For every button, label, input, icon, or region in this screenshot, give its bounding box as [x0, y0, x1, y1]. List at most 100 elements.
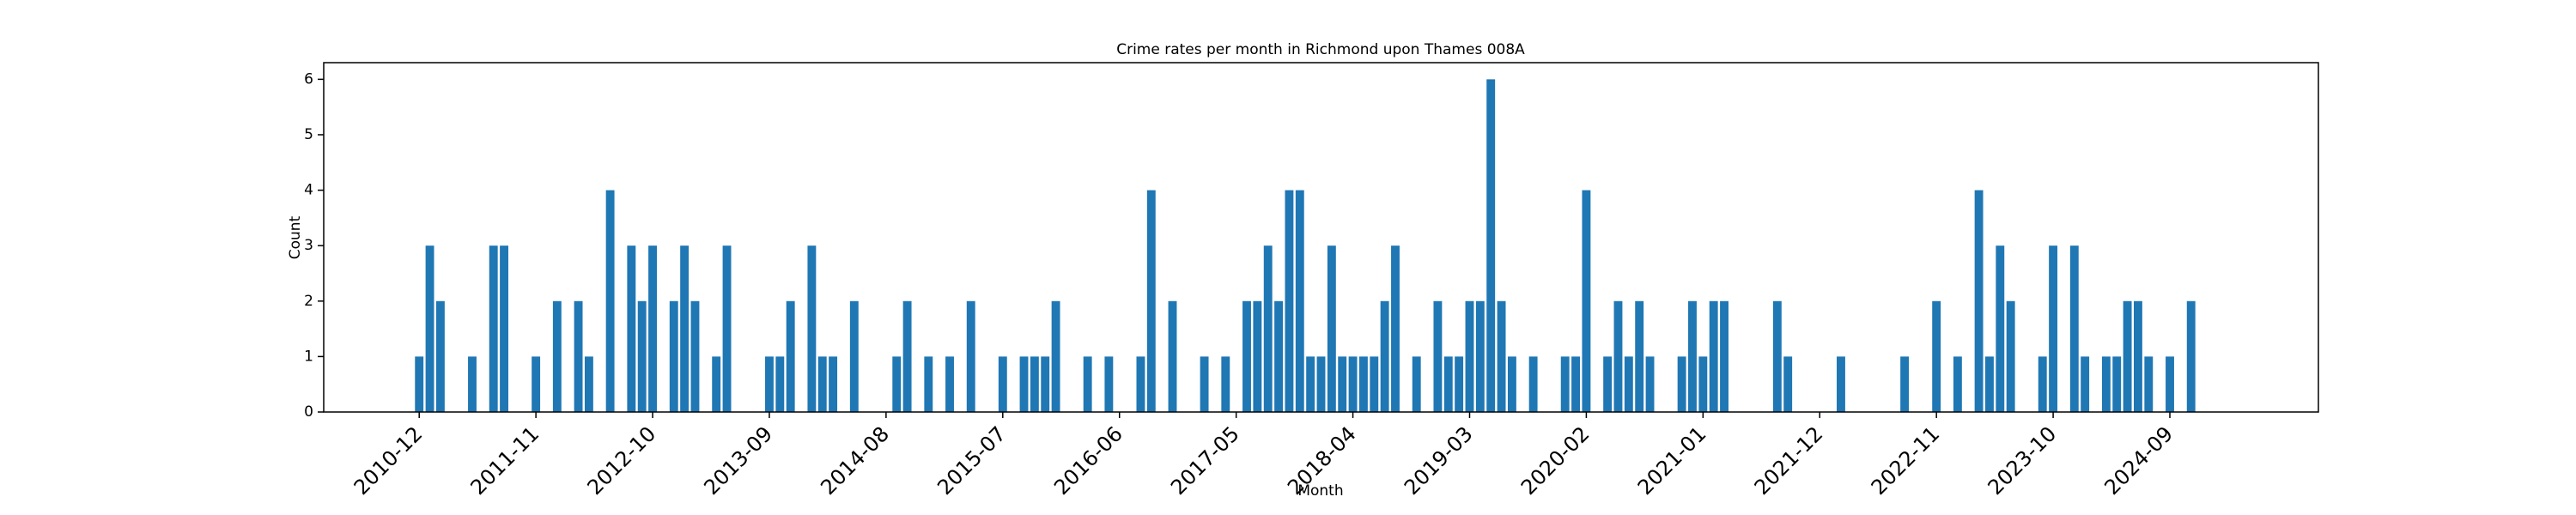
- x-tick-label: 2014-08: [816, 421, 894, 500]
- bar: [1358, 356, 1368, 412]
- bar: [669, 300, 678, 412]
- bar: [1316, 356, 1326, 412]
- bar: [500, 245, 509, 412]
- bar: [1327, 245, 1336, 412]
- bar: [532, 356, 541, 412]
- bar: [1019, 356, 1029, 412]
- bar: [2123, 300, 2132, 412]
- bar: [1497, 300, 1506, 412]
- bar: [1030, 356, 1039, 412]
- bar: [680, 245, 690, 412]
- bar: [1221, 356, 1230, 412]
- bar: [1528, 356, 1538, 412]
- bar: [637, 300, 647, 412]
- bar: [2186, 300, 2196, 412]
- bar: [1985, 356, 1994, 412]
- bar: [1380, 300, 1389, 412]
- y-tick-label: 0: [304, 403, 313, 421]
- y-tick-label: 6: [304, 70, 313, 88]
- y-tick-label: 4: [304, 182, 313, 199]
- bar: [425, 245, 434, 412]
- x-axis-label: Month: [1297, 482, 1343, 500]
- x-tick-label: 2021-01: [1633, 421, 1711, 500]
- bar: [1974, 190, 1984, 413]
- bar: [1698, 356, 1708, 412]
- y-tick-label: 2: [304, 293, 313, 310]
- bar: [786, 300, 795, 412]
- x-tick-label: 2015-07: [933, 421, 1011, 500]
- y-tick-label: 5: [304, 126, 313, 143]
- bar: [2133, 300, 2142, 412]
- bar: [2069, 245, 2079, 412]
- bar: [1412, 356, 1421, 412]
- bar: [1168, 300, 1177, 412]
- bar: [892, 356, 902, 412]
- bar: [1274, 300, 1284, 412]
- bar: [1603, 356, 1613, 412]
- bar: [1688, 300, 1697, 412]
- bar: [1720, 300, 1728, 412]
- bar: [605, 190, 615, 413]
- plot-frame: [323, 62, 2319, 413]
- bar: [1200, 356, 1209, 412]
- bar: [775, 356, 785, 412]
- bar: [415, 356, 424, 412]
- bar: [1486, 79, 1496, 412]
- bar: [1051, 300, 1060, 412]
- x-tick-label: 2010-12: [349, 421, 428, 500]
- bar: [1242, 300, 1251, 412]
- bar: [552, 300, 562, 412]
- bar: [829, 356, 838, 412]
- x-tick-label: 2019-03: [1400, 421, 1478, 500]
- bar: [648, 245, 657, 412]
- bar: [1253, 300, 1262, 412]
- y-tick-label: 1: [304, 348, 313, 365]
- bar: [1146, 190, 1156, 413]
- bar: [1465, 300, 1474, 412]
- x-tick-label: 2013-09: [699, 421, 777, 500]
- bar: [1772, 300, 1782, 412]
- bar: [2144, 356, 2154, 412]
- chart-title: Crime rates per month in Richmond upon T…: [1116, 41, 1525, 58]
- y-tick-label: 3: [304, 237, 313, 254]
- bar: [998, 356, 1007, 412]
- bar: [1507, 356, 1516, 412]
- bar: [1932, 300, 1941, 412]
- bar: [817, 356, 827, 412]
- bar: [1263, 245, 1273, 412]
- bar: [1837, 356, 1845, 412]
- bar: [1677, 356, 1686, 412]
- y-axis-label: Count: [287, 215, 304, 259]
- bar: [1295, 190, 1304, 413]
- bar: [1783, 356, 1793, 412]
- bar: [807, 245, 817, 412]
- bar: [2112, 356, 2122, 412]
- bar: [1083, 356, 1092, 412]
- bar: [1475, 300, 1485, 412]
- bar: [1900, 356, 1910, 412]
- bar: [924, 356, 933, 412]
- bar: [1613, 300, 1623, 412]
- x-tick-label: 2011-11: [466, 421, 544, 500]
- bar: [690, 300, 700, 412]
- bar: [1433, 300, 1443, 412]
- bar: [1645, 356, 1655, 412]
- bar: [1136, 356, 1145, 412]
- bar: [1306, 356, 1315, 412]
- bar: [1041, 356, 1050, 412]
- bar: [1709, 300, 1718, 412]
- x-tick-label: 2022-11: [1867, 421, 1945, 500]
- bar: [1391, 245, 1400, 412]
- bar: [1953, 356, 1962, 412]
- bar: [902, 300, 912, 412]
- x-tick-label: 2021-12: [1750, 421, 1828, 500]
- bar: [1285, 190, 1294, 413]
- bar: [945, 356, 954, 412]
- bar: [1635, 300, 1644, 412]
- bar: [2081, 356, 2090, 412]
- bar: [1560, 356, 1570, 412]
- bar: [2101, 356, 2111, 412]
- bar: [435, 300, 445, 412]
- bar: [1338, 356, 1347, 412]
- bar: [489, 245, 498, 412]
